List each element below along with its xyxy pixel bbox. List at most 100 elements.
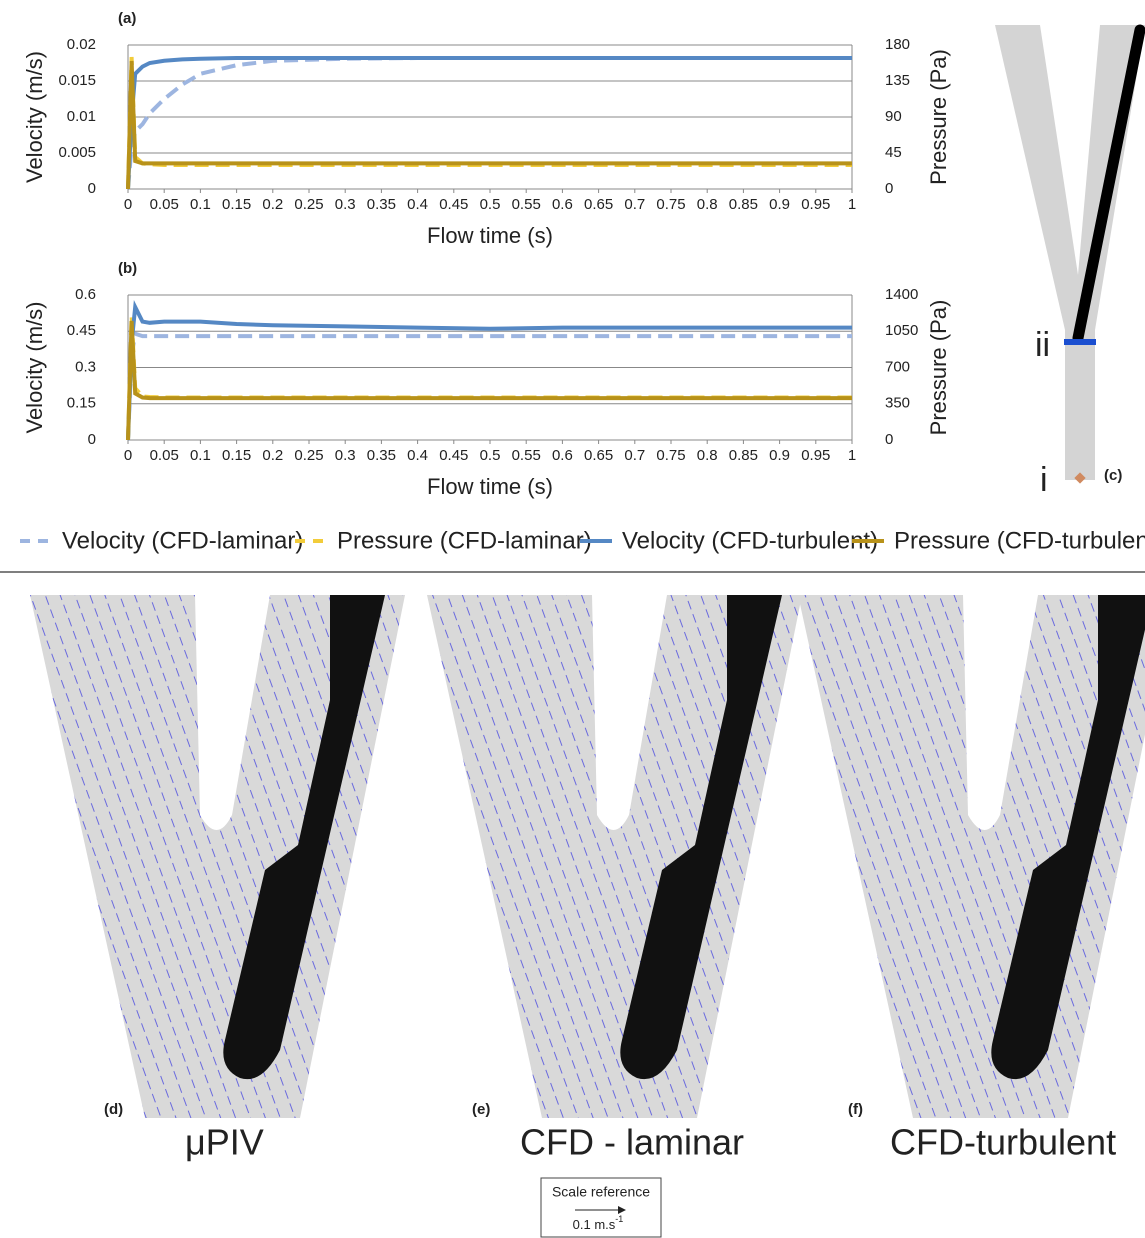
x-tick-label: 0.05 [150, 447, 179, 464]
y-tick-label: 0 [88, 431, 96, 448]
y-axis-title: Velocity (m/s) [22, 301, 47, 433]
x-tick-label: 0.2 [262, 196, 283, 213]
marker-i: i [1040, 461, 1048, 499]
x-tick-label: 0.55 [512, 447, 541, 464]
x-axis-title: Flow time (s) [427, 223, 553, 248]
x-tick-label: 0.15 [222, 196, 251, 213]
scale-exponent: -1 [615, 1214, 623, 1224]
panel-label: (b) [118, 260, 137, 277]
panel-title: μPIV [185, 1122, 264, 1163]
scale-title: Scale reference [552, 1184, 650, 1200]
y-tick-label: 0.15 [67, 395, 96, 412]
legend-entry: Velocity (CFD-laminar) [62, 527, 303, 554]
x-tick-label: 0.45 [439, 447, 468, 464]
x-tick-label: 0.25 [294, 447, 323, 464]
legend-entry: Velocity (CFD-turbulent) [622, 527, 878, 554]
panel-label: (e) [472, 1101, 490, 1118]
y2-tick-label: 700 [885, 358, 910, 375]
vectors [30, 595, 405, 1118]
x-tick-label: 0.5 [480, 196, 501, 213]
x-tick-label: 0.85 [729, 447, 758, 464]
x-tick-label: 0.1 [190, 196, 211, 213]
data-line [126, 56, 852, 190]
x-tick-label: 0.05 [150, 196, 179, 213]
x-tick-label: 0.85 [729, 196, 758, 213]
y-axis-title: Velocity (m/s) [22, 51, 47, 183]
x-tick-label: 0.4 [407, 196, 428, 213]
x-tick-label: 0.35 [367, 196, 396, 213]
data-line [126, 300, 852, 441]
x-tick-label: 0.65 [584, 447, 613, 464]
y2-tick-label: 1400 [885, 286, 918, 303]
x-tick-label: 0 [124, 196, 132, 213]
y-tick-label: 0.01 [67, 108, 96, 125]
data-line [126, 56, 852, 190]
probe [991, 595, 1145, 1080]
y2-tick-label: 90 [885, 108, 902, 125]
x-tick-label: 0.25 [294, 196, 323, 213]
data-line [126, 331, 852, 441]
data-line [126, 60, 852, 190]
y-tick-label: 0.45 [67, 322, 96, 339]
panel-title: CFD-turbulent [890, 1122, 1116, 1163]
x-tick-label: 0 [124, 447, 132, 464]
y2-tick-label: 180 [885, 36, 910, 53]
x-tick-label: 0.3 [335, 447, 356, 464]
x-tick-label: 0.55 [512, 196, 541, 213]
y-tick-label: 0 [88, 180, 96, 197]
x-tick-label: 0.6 [552, 196, 573, 213]
scale-arrow [575, 1206, 626, 1214]
x-tick-label: 0.35 [367, 447, 396, 464]
x-tick-label: 0.9 [769, 196, 790, 213]
y2-axis-title: Pressure (Pa) [926, 49, 951, 185]
legend-entry: Pressure (CFD-laminar) [337, 527, 592, 554]
x-tick-label: 0.75 [656, 196, 685, 213]
x-tick-label: 0.1 [190, 447, 211, 464]
x-axis-title: Flow time (s) [427, 474, 553, 499]
panel-label: (c) [1104, 467, 1122, 484]
x-tick-label: 0.5 [480, 447, 501, 464]
x-tick-label: 0.45 [439, 196, 468, 213]
panel-label: (f) [848, 1101, 863, 1118]
y2-tick-label: 45 [885, 144, 902, 161]
scale-value: 0.1 m.s-1 [573, 1214, 624, 1232]
x-tick-label: 0.8 [697, 196, 718, 213]
y-tick-label: 0.02 [67, 36, 96, 53]
legend-entry: Pressure (CFD-turbulent) [894, 527, 1145, 554]
data-line [126, 56, 852, 190]
x-tick-label: 0.7 [624, 447, 645, 464]
y2-tick-label: 1050 [885, 322, 918, 339]
x-tick-label: 0.6 [552, 447, 573, 464]
x-tick-label: 1 [848, 196, 856, 213]
vectors [427, 595, 802, 1118]
probe [223, 595, 385, 1080]
y-tick-label: 0.005 [58, 144, 96, 161]
y-tick-label: 0.3 [75, 358, 96, 375]
data-line [126, 320, 852, 441]
y2-axis-title: Pressure (Pa) [926, 300, 951, 436]
x-tick-label: 0.4 [407, 447, 428, 464]
x-tick-label: 0.2 [262, 447, 283, 464]
panel-title: CFD - laminar [520, 1122, 744, 1163]
panel-c-geometry [995, 24, 1145, 484]
y2-tick-label: 0 [885, 180, 893, 197]
x-tick-label: 0.7 [624, 196, 645, 213]
x-tick-label: 0.75 [656, 447, 685, 464]
y2-tick-label: 350 [885, 395, 910, 412]
y2-tick-label: 0 [885, 431, 893, 448]
panel-label: (a) [118, 10, 136, 27]
flow-panels [30, 595, 1145, 1118]
panel-label: (d) [104, 1101, 123, 1118]
x-tick-label: 0.3 [335, 196, 356, 213]
y2-tick-label: 135 [885, 72, 910, 89]
x-tick-label: 1 [848, 447, 856, 464]
x-tick-label: 0.95 [801, 447, 830, 464]
marker-ii: ii [1035, 326, 1050, 364]
scale-box [540, 1177, 662, 1238]
y-tick-label: 0.015 [58, 72, 96, 89]
x-tick-label: 0.8 [697, 447, 718, 464]
x-tick-label: 0.95 [801, 196, 830, 213]
x-tick-label: 0.65 [584, 196, 613, 213]
x-tick-label: 0.15 [222, 447, 251, 464]
